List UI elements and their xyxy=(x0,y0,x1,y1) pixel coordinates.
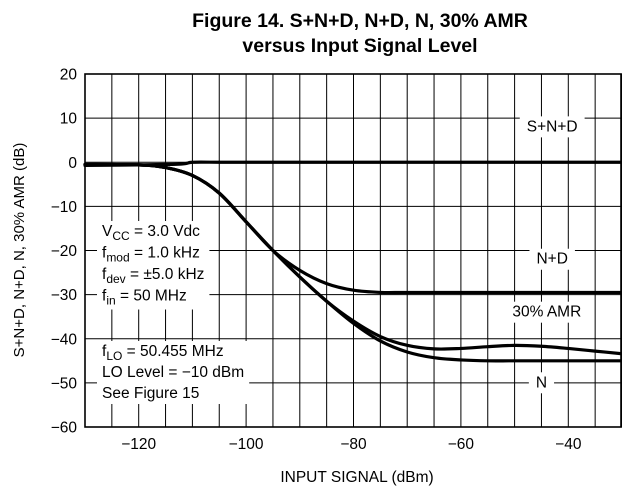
condition-line: fmod = 1.0 kHz xyxy=(102,245,200,265)
y-tick-label: 20 xyxy=(60,67,78,84)
condition-line: fin = 50 MHz xyxy=(102,288,187,308)
conditions-lower-background xyxy=(97,341,250,404)
y-tick-label: −10 xyxy=(51,199,78,216)
x-tick-label: −60 xyxy=(448,436,475,453)
y-tick-label: −30 xyxy=(51,287,78,304)
series-lines xyxy=(83,160,622,363)
condition-line: LO Level = −10 dBm xyxy=(102,364,244,381)
plot-border xyxy=(84,73,622,428)
y-tick-label: −20 xyxy=(51,243,78,260)
tick-labels: 20 10 0 −10 −20 −30 −40 −50 −60 −120 −100 −80 −60 −40 xyxy=(51,67,582,454)
condition-line: VCC = 3.0 Vdc xyxy=(102,223,200,243)
x-tick-label: −100 xyxy=(229,436,264,453)
series-label-s-n-d: S+N+D xyxy=(519,116,585,138)
y-tick-label: −60 xyxy=(51,420,78,437)
condition-line: fdev = ±5.0 kHz xyxy=(102,266,204,286)
x-axis-label: INPUT SIGNAL (dBm) xyxy=(280,469,433,486)
y-tick-label: −50 xyxy=(51,375,78,392)
series-label-n: N xyxy=(528,372,555,394)
x-tick-label: −40 xyxy=(555,436,582,453)
series-label-30-amr-text: 30% AMR xyxy=(512,304,581,321)
series-line-30-amr xyxy=(83,162,622,356)
y-tick-label: −40 xyxy=(51,331,78,348)
y-tick-label: 10 xyxy=(60,111,78,128)
series-label-s-n-d-text: S+N+D xyxy=(527,118,578,135)
conditions-upper-background xyxy=(97,221,210,310)
x-tick-label: −120 xyxy=(121,436,156,453)
series-label-s-n-d-background xyxy=(519,116,585,138)
chart-title: Figure 14. S+N+D, N+D, N, 30% AMR xyxy=(192,10,528,32)
series-label-n-d: N+D xyxy=(529,248,575,270)
y-tick-label: 0 xyxy=(68,155,77,172)
y-axis-label: S+N+D, N+D, N, 30% AMR (dB) xyxy=(11,143,28,358)
series-label-n-text: N xyxy=(536,374,547,391)
series-label-n-d-text: N+D xyxy=(536,251,567,268)
series-label-n-background xyxy=(528,372,555,394)
condition-line: fLO = 50.455 MHz xyxy=(102,343,224,363)
condition-line: See Figure 15 xyxy=(102,385,199,402)
series-label-30-amr: 30% AMR xyxy=(505,301,589,323)
series-label-30-amr-background xyxy=(505,301,589,323)
series-line-s-n-d xyxy=(83,160,622,167)
series-label-n-d-background xyxy=(529,248,575,270)
chart-subtitle: versus Input Signal Level xyxy=(242,35,477,57)
x-tick-label: −80 xyxy=(340,436,367,453)
